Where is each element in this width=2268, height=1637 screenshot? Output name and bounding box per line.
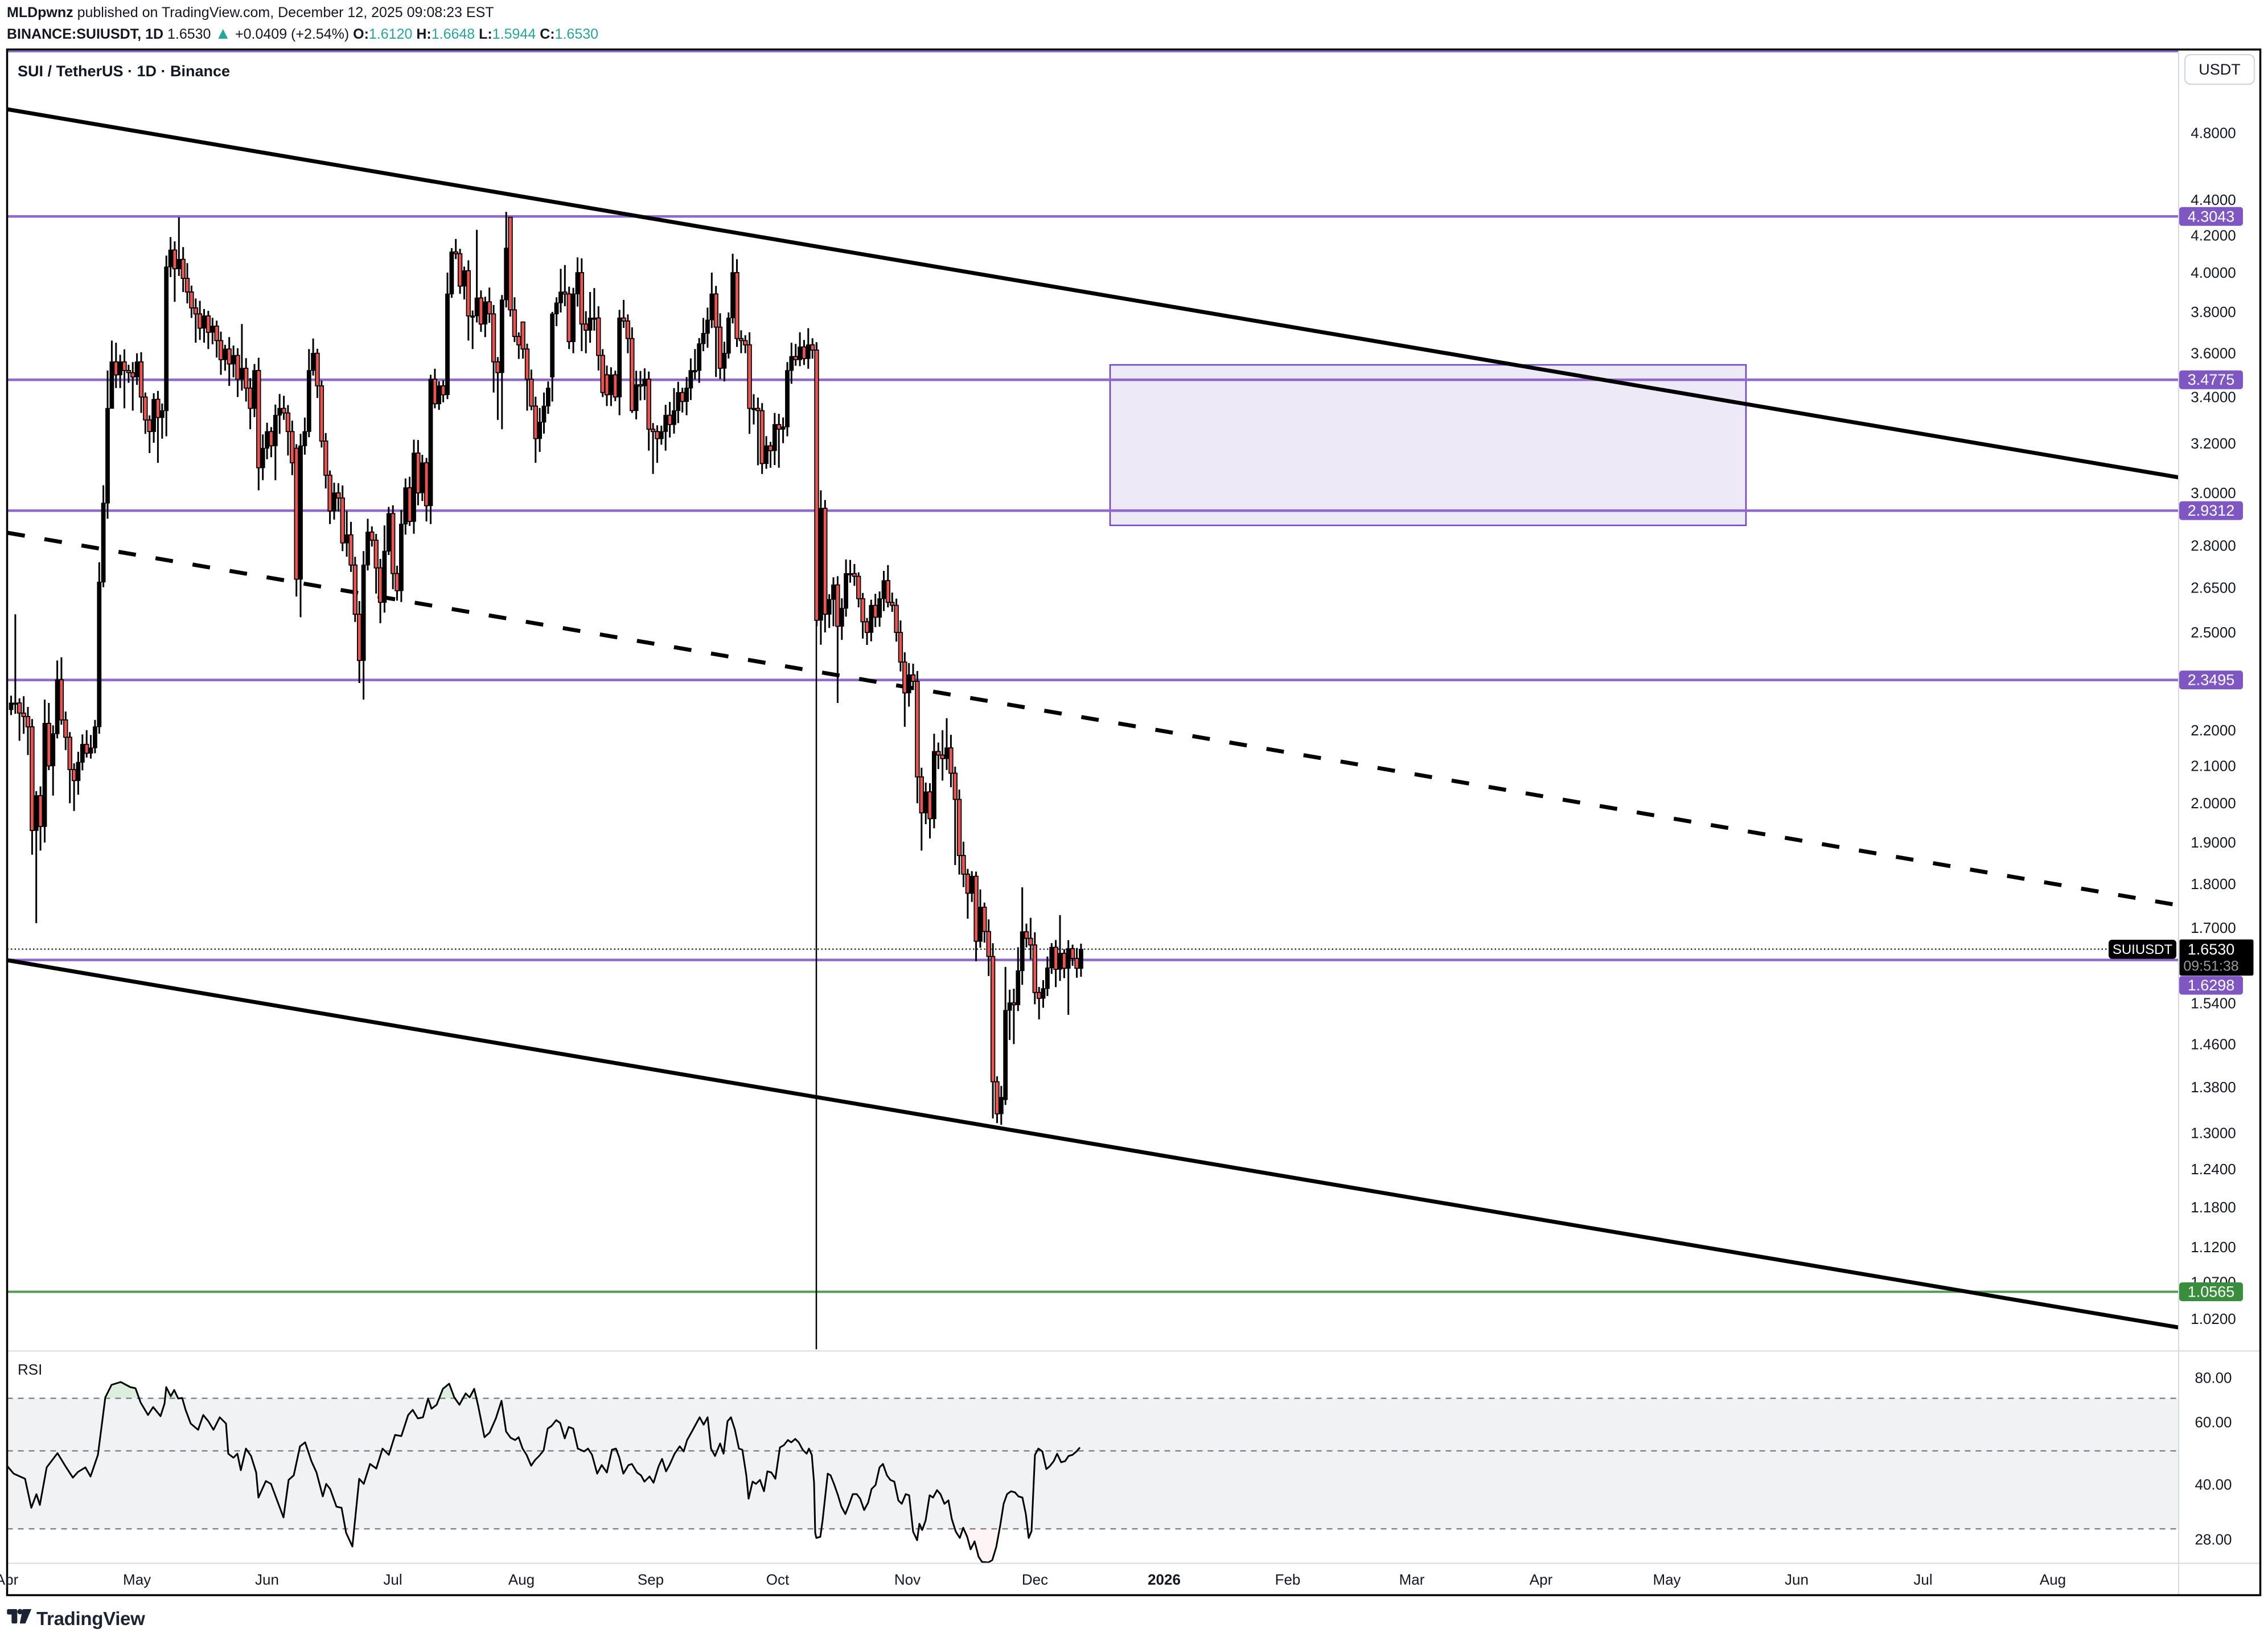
svg-text:3.4775: 3.4775	[2188, 371, 2235, 388]
svg-text:2.5000: 2.5000	[2191, 624, 2236, 641]
svg-text:2.3495: 2.3495	[2188, 672, 2235, 689]
svg-text:USDT: USDT	[2199, 61, 2241, 78]
svg-text:2026: 2026	[1148, 1571, 1181, 1588]
svg-text:1.1200: 1.1200	[2191, 1239, 2236, 1256]
svg-text:3.8000: 3.8000	[2191, 303, 2236, 320]
svg-text:28.00: 28.00	[2195, 1531, 2232, 1548]
svg-text:RSI: RSI	[18, 1361, 42, 1378]
svg-text:1.3000: 1.3000	[2191, 1125, 2236, 1142]
svg-text:4.3043: 4.3043	[2188, 208, 2235, 225]
svg-text:MLDpwnz published on TradingVi: MLDpwnz published on TradingView.com, De…	[7, 5, 494, 20]
svg-text:Apr: Apr	[0, 1571, 19, 1588]
svg-text:4.4000: 4.4000	[2191, 191, 2236, 208]
svg-text:2.2000: 2.2000	[2191, 722, 2236, 739]
svg-text:1.3800: 1.3800	[2191, 1079, 2236, 1096]
svg-text:SUIUSDT: SUIUSDT	[2113, 942, 2173, 957]
svg-text:1.0200: 1.0200	[2191, 1310, 2236, 1327]
svg-text:May: May	[1653, 1571, 1681, 1588]
svg-text:40.00: 40.00	[2195, 1476, 2232, 1493]
svg-text:BINANCE:SUIUSDT, 1D 1.6530 ▲ +: BINANCE:SUIUSDT, 1D 1.6530 ▲ +0.0409 (+2…	[7, 24, 598, 43]
svg-text:Oct: Oct	[766, 1571, 790, 1588]
svg-text:1.4600: 1.4600	[2191, 1035, 2236, 1052]
svg-text:Mar: Mar	[1399, 1571, 1425, 1588]
svg-text:May: May	[123, 1571, 151, 1588]
svg-text:Jul: Jul	[383, 1571, 402, 1588]
svg-text:Nov: Nov	[894, 1571, 921, 1588]
svg-text:Jun: Jun	[255, 1571, 279, 1588]
svg-text:1.6298: 1.6298	[2188, 977, 2235, 994]
svg-text:Jul: Jul	[1913, 1571, 1932, 1588]
svg-text:4.0000: 4.0000	[2191, 264, 2236, 281]
svg-text:1.0565: 1.0565	[2188, 1283, 2235, 1300]
svg-text:80.00: 80.00	[2195, 1369, 2232, 1386]
svg-text:3.4000: 3.4000	[2191, 389, 2236, 406]
svg-text:60.00: 60.00	[2195, 1413, 2232, 1430]
svg-text:2.6500: 2.6500	[2191, 579, 2236, 597]
svg-text:1.7000: 1.7000	[2191, 919, 2236, 936]
svg-text:4.2000: 4.2000	[2191, 227, 2236, 244]
svg-text:1.5400: 1.5400	[2191, 995, 2236, 1012]
svg-text:1.1800: 1.1800	[2191, 1199, 2236, 1216]
svg-text:Aug: Aug	[508, 1571, 535, 1588]
svg-text:2.0000: 2.0000	[2191, 795, 2236, 812]
svg-text:SUI / TetherUS · 1D · Binance: SUI / TetherUS · 1D · Binance	[18, 63, 230, 80]
svg-text:3.2000: 3.2000	[2191, 435, 2236, 452]
svg-text:2.8000: 2.8000	[2191, 537, 2236, 554]
svg-text:3.6000: 3.6000	[2191, 345, 2236, 362]
svg-text:3.0000: 3.0000	[2191, 484, 2236, 501]
svg-text:1.8000: 1.8000	[2191, 875, 2236, 892]
svg-text:2.9312: 2.9312	[2188, 502, 2235, 519]
svg-text:09:51:38: 09:51:38	[2183, 959, 2238, 974]
svg-text:Sep: Sep	[638, 1571, 664, 1588]
svg-text:1.2400: 1.2400	[2191, 1161, 2236, 1178]
svg-text:1.6530: 1.6530	[2188, 941, 2235, 958]
svg-text:Aug: Aug	[2040, 1571, 2066, 1588]
svg-text:Feb: Feb	[1275, 1571, 1301, 1588]
svg-text:Jun: Jun	[1785, 1571, 1809, 1588]
svg-text:4.8000: 4.8000	[2191, 125, 2236, 142]
svg-text:1.9000: 1.9000	[2191, 834, 2236, 851]
svg-text:TradingView: TradingView	[36, 1608, 145, 1629]
svg-text:Dec: Dec	[1022, 1571, 1048, 1588]
svg-text:2.1000: 2.1000	[2191, 758, 2236, 775]
svg-text:Apr: Apr	[1530, 1571, 1553, 1588]
